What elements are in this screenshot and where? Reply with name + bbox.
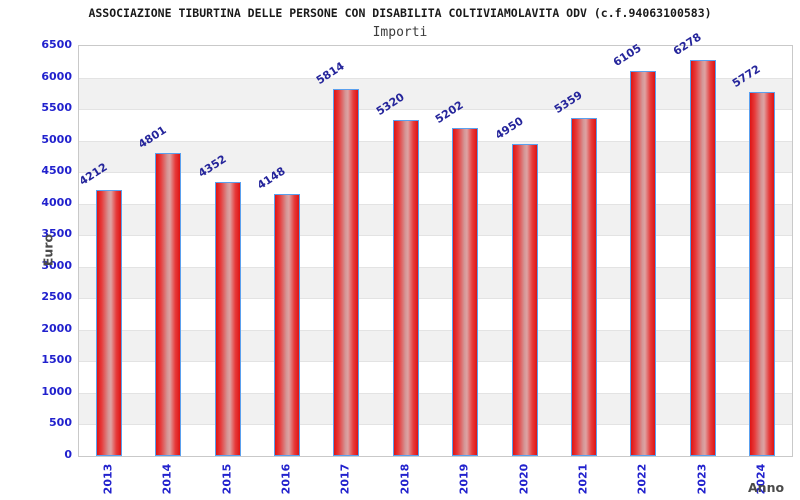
grid-band bbox=[79, 329, 792, 362]
gridline bbox=[79, 392, 792, 394]
x-tick-label: 2022 bbox=[635, 463, 649, 495]
y-tick-label: 2500 bbox=[41, 290, 72, 304]
grid-band bbox=[79, 203, 792, 236]
y-tick-label: 4500 bbox=[41, 164, 72, 178]
y-tick-label: 6500 bbox=[41, 38, 72, 51]
x-tick-label: 2015 bbox=[220, 463, 234, 495]
grid-band bbox=[79, 361, 792, 393]
x-tick-label: 2016 bbox=[279, 463, 293, 495]
bar-2024 bbox=[749, 91, 776, 456]
gridline bbox=[79, 329, 792, 331]
y-tick-label: 3000 bbox=[41, 258, 72, 272]
y-tick-label: 5500 bbox=[41, 101, 72, 115]
gridline bbox=[79, 203, 792, 205]
bar-2023 bbox=[689, 60, 716, 456]
bar-2021 bbox=[571, 117, 598, 456]
bar-2014 bbox=[155, 153, 182, 456]
gridline bbox=[79, 424, 792, 426]
grid-band bbox=[79, 392, 792, 425]
grid-band bbox=[79, 77, 792, 110]
x-tick-label: 2019 bbox=[457, 463, 471, 495]
y-tick-label: 6000 bbox=[41, 69, 72, 83]
gridline bbox=[79, 77, 792, 79]
x-tick-label: 2020 bbox=[517, 463, 531, 495]
plot-area: 4212 4801 4352 4148 5814 5320 5202 4950 5359 6105… bbox=[77, 30, 793, 457]
grid-band bbox=[79, 172, 792, 204]
bar-2020 bbox=[511, 143, 538, 456]
y-tick-label: 1500 bbox=[41, 353, 72, 367]
y-axis-title: Euro bbox=[40, 233, 56, 267]
grid-band bbox=[79, 424, 792, 456]
x-tick-label: 2021 bbox=[576, 463, 590, 495]
bar-2013 bbox=[95, 190, 122, 456]
grid-band bbox=[79, 140, 792, 173]
y-tick-label: 2000 bbox=[41, 321, 72, 335]
gridline bbox=[79, 235, 792, 237]
bar-2015 bbox=[214, 181, 241, 456]
gridline bbox=[79, 109, 792, 111]
gridline bbox=[79, 172, 792, 174]
x-tick-label: 2018 bbox=[398, 463, 412, 495]
y-tick-label: 1000 bbox=[41, 384, 72, 398]
y-tick-label: 500 bbox=[49, 416, 72, 430]
chart-title: ASSOCIAZIONE TIBURTINA DELLE PERSONE CON… bbox=[88, 6, 712, 20]
gridline bbox=[79, 361, 792, 363]
bar-2016 bbox=[273, 194, 300, 456]
gridline bbox=[79, 266, 792, 268]
x-tick-label: 2017 bbox=[338, 463, 352, 495]
x-tick-label: 2013 bbox=[101, 463, 115, 495]
gridline bbox=[79, 140, 792, 142]
grid-band bbox=[79, 298, 792, 330]
chart-subtitle: Importi bbox=[372, 25, 428, 40]
y-tick-label: 0 bbox=[64, 448, 72, 461]
y-tick-label: 5000 bbox=[41, 132, 72, 146]
bar-2019 bbox=[452, 127, 479, 456]
bar-2018 bbox=[392, 120, 419, 456]
grid-band bbox=[79, 266, 792, 299]
x-axis-title: Anno bbox=[748, 480, 785, 495]
grid-band bbox=[79, 235, 792, 267]
bar-2017 bbox=[333, 89, 360, 456]
x-tick-label: 2014 bbox=[160, 463, 174, 495]
bar-2022 bbox=[630, 70, 657, 456]
x-tick-label: 2023 bbox=[695, 463, 709, 495]
y-tick-label: 3500 bbox=[41, 227, 72, 241]
y-tick-label: 4000 bbox=[41, 195, 72, 209]
gridline bbox=[79, 298, 792, 300]
